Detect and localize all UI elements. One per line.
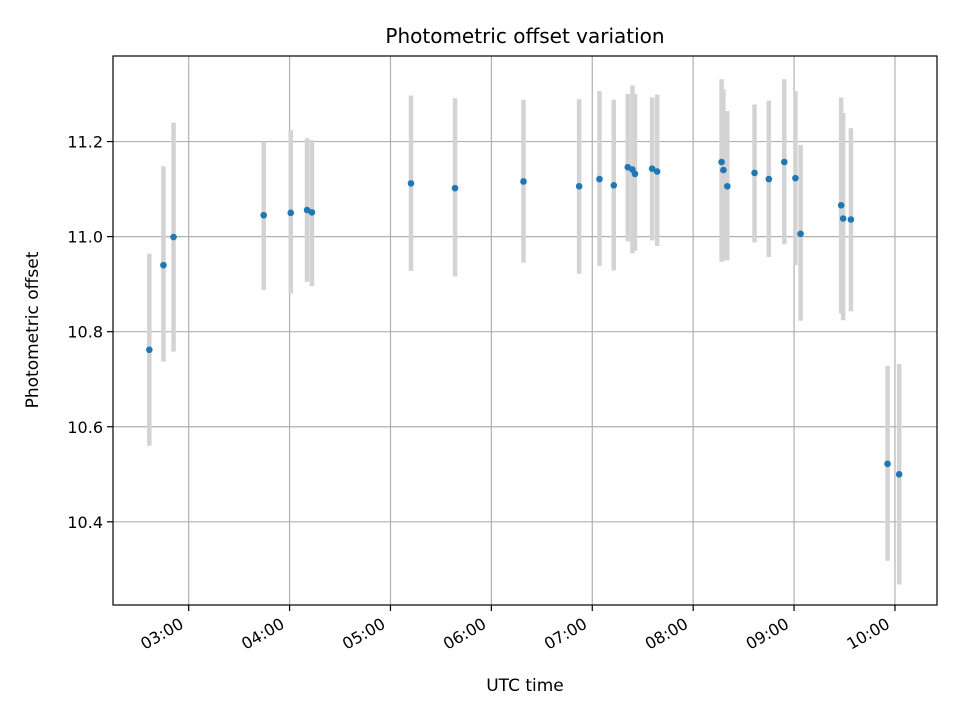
y-tick-label: 10.4 (67, 513, 103, 532)
chart-title: Photometric offset variation (385, 24, 664, 48)
data-point (648, 165, 656, 172)
data-point (160, 261, 167, 269)
y-tick-label: 10.8 (67, 323, 103, 342)
data-point (837, 201, 845, 209)
data-point (720, 166, 727, 174)
data-point (895, 470, 903, 478)
data-point (146, 346, 153, 354)
data-points (146, 158, 903, 478)
data-point (631, 170, 639, 178)
data-point (287, 209, 295, 217)
data-point (520, 178, 527, 185)
data-point (765, 175, 773, 183)
data-point (653, 168, 661, 175)
y-tick-label: 11.2 (67, 133, 103, 152)
data-point (260, 211, 267, 219)
data-point (797, 230, 804, 238)
data-point (610, 181, 618, 189)
data-point (839, 215, 847, 222)
data-point (847, 216, 855, 223)
x-axis-label: UTC time (486, 676, 564, 696)
data-point (170, 233, 177, 241)
data-point (575, 182, 583, 190)
data-point (718, 158, 725, 166)
data-point (407, 180, 415, 187)
y-tick-label: 11.0 (67, 228, 103, 247)
data-point (724, 182, 731, 190)
data-point (884, 460, 891, 468)
data-point (303, 206, 311, 214)
data-point (781, 158, 788, 166)
y-tick-label: 10.6 (67, 418, 103, 437)
data-point (308, 209, 316, 216)
data-point (451, 184, 459, 192)
data-point (596, 175, 603, 183)
y-axis-label: Photometric offset (23, 251, 43, 408)
data-point (751, 169, 758, 177)
plot-frame (112, 55, 938, 606)
y-axis: 10.4 10.6 10.8 11.0 11.2 (67, 133, 113, 532)
data-point (792, 174, 799, 182)
